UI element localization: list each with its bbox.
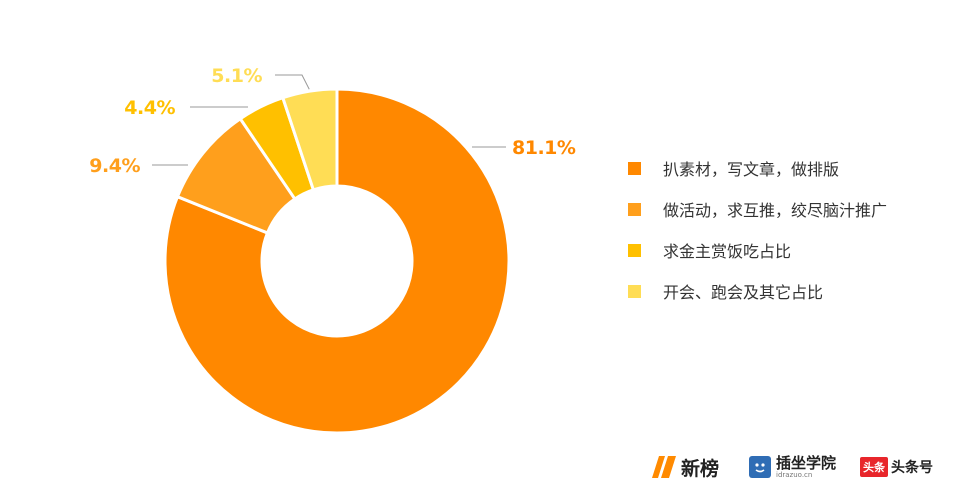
chazuo-logo-subtext: idrazuo.cn [776,470,813,479]
legend-swatch [628,243,641,257]
legend-label: 做活动，求互推，绞尽脑汁推广 [663,201,888,220]
data-label: 9.4% [89,155,140,177]
legend-item: 求金主赏饭吃占比 [628,240,887,261]
legend-swatch [628,202,641,216]
chazuo-logo-icon [749,456,771,478]
leader-line [275,74,310,90]
data-label: 4.4% [124,97,175,119]
newrank-logo: 新榜 [652,453,719,481]
donut-slices [163,87,511,435]
donut-slice [280,87,339,192]
legend-label: 开会、跑会及其它占比 [663,283,824,302]
legend-swatch [628,284,641,298]
legend-item: 扒素材，写文章，做排版 [628,158,887,179]
toutiao-logo: 头条 头条号 [860,453,933,481]
data-label: 81.1% [512,137,576,159]
legend-label: 扒素材，写文章，做排版 [663,160,840,179]
chazuo-logo-text: 插坐学院 [776,453,837,472]
legend-item: 做活动，求互推，绞尽脑汁推广 [628,199,888,220]
newrank-logo-text: 新榜 [681,457,720,480]
legend-label: 求金主赏饭吃占比 [663,242,792,261]
donut-slice [163,87,511,435]
chazuo-logo: 插坐学院 idrazuo.cn [749,453,836,481]
legend: 扒素材，写文章，做排版 做活动，求互推，绞尽脑汁推广 求金主赏饭吃占比 开会、跑… [628,158,887,322]
legend-item: 开会、跑会及其它占比 [628,281,887,302]
footer-logos: 新榜 插坐学院 idrazuo.cn 头条 头条号 [652,453,952,483]
data-label: 5.1% [211,65,262,87]
toutiao-logo-text: 头条号 [891,460,933,476]
legend-swatch [628,161,641,175]
data-labels: 81.1% 9.4% 4.4% 5.1% [89,65,576,177]
leader-lines [152,74,506,166]
toutiao-logo-icon: 头条 [860,457,888,477]
newrank-logo-icon [652,456,676,478]
